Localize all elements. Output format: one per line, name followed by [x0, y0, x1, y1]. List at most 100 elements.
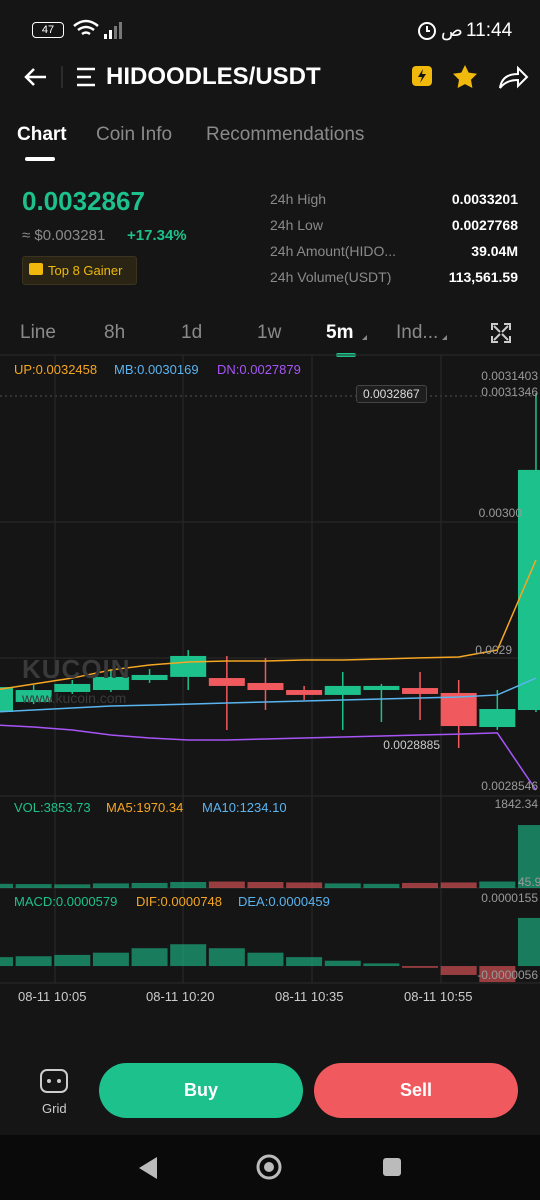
candle-body: [208, 678, 245, 686]
x-label: 08-11 10:35: [275, 989, 344, 1004]
macd-bar: [131, 948, 168, 967]
macd-bar: [208, 948, 245, 967]
macd-bar: [15, 956, 52, 967]
battery: 47: [32, 22, 64, 38]
volume-bar: [15, 884, 52, 888]
sell-button[interactable]: Sell: [314, 1063, 518, 1118]
band-line: [0, 559, 537, 690]
candle-body: [479, 709, 516, 728]
current-price-tag: 0.0032867: [356, 385, 427, 403]
volume-bar: [208, 881, 245, 888]
macd-bar: [0, 957, 13, 967]
macd-bar: [363, 963, 400, 967]
macd-bar: [286, 957, 323, 967]
volume-bar: [131, 882, 168, 888]
indicator: MB:0.0030169: [114, 362, 199, 377]
low-label: 0.0028885: [383, 738, 440, 752]
volume-low: 45.92: [517, 875, 540, 889]
band-line: [0, 724, 537, 791]
pair-title: HIDOODLES/USDT: [106, 63, 321, 90]
indicator: DIF:0.0000748: [136, 894, 223, 909]
tab[interactable]: Chart: [17, 124, 67, 145]
price-label: 0.00300: [478, 506, 522, 520]
candle-body: [363, 685, 400, 691]
grid-label: Grid: [42, 1101, 67, 1116]
candle-body: [247, 682, 284, 691]
badge[interactable]: Top 8 Gainer: [22, 256, 137, 285]
volume-bar: [92, 883, 129, 888]
indicator: VOL:3853.73: [14, 800, 91, 815]
watermark: KUCOIN: [22, 654, 131, 684]
candle-body: [92, 676, 129, 691]
tab-indicator: [25, 157, 55, 161]
tab[interactable]: Recommendations: [206, 124, 365, 145]
candle-body: [54, 683, 91, 692]
indicator: MA5:1970.34: [106, 800, 184, 815]
fiat-price: ≈ $0.003281: [22, 227, 106, 244]
candle-body: [324, 685, 361, 695]
indicator: MACD:0.0000579: [14, 894, 118, 909]
volume-bar: [286, 882, 323, 888]
volume-max: 1842.34: [494, 797, 538, 811]
timeframe[interactable]: 1w: [257, 322, 282, 343]
price-label: 0.0028546: [481, 779, 538, 793]
macd-bar: [324, 960, 361, 967]
stat-value: 0.0027768: [451, 217, 518, 233]
macd-bar: [170, 944, 207, 967]
x-label: 08-11 10:05: [18, 989, 87, 1004]
volume-bar: [0, 883, 13, 888]
volume-bar: [324, 883, 361, 888]
candle-body: [402, 688, 439, 694]
macd-max: 0.0000155: [481, 891, 538, 905]
volume-bar: [170, 882, 207, 888]
clock: 11:44: [466, 20, 513, 41]
candle-body: [0, 687, 13, 712]
timeframe[interactable]: 1d: [181, 322, 203, 343]
macd-bar: [479, 966, 516, 983]
timeframe[interactable]: Ind...: [396, 322, 439, 343]
last-price: 0.0032867: [22, 186, 145, 216]
macd-bar: [402, 966, 439, 968]
volume-bar: [363, 883, 400, 888]
macd-bar: [92, 952, 129, 967]
candle-body: [15, 690, 52, 702]
macd-bar: [440, 966, 477, 975]
candle-body: [517, 469, 540, 710]
price-label: 0.0029: [475, 643, 512, 657]
stat-label: 24h Volume(USDT): [270, 269, 392, 285]
macd-bar: [517, 917, 540, 967]
candle-body: [440, 692, 477, 727]
volume-bar: [247, 882, 284, 888]
indicator: DN:0.0027879: [217, 362, 301, 377]
locale: ص: [441, 20, 463, 40]
volume-bar: [517, 825, 540, 888]
candle-body: [170, 655, 207, 677]
timeframe[interactable]: 8h: [104, 322, 126, 343]
candle-body: [131, 674, 168, 681]
price-change: +17.34%: [127, 227, 187, 244]
indicator: MA10:1234.10: [202, 800, 287, 815]
stat-value: 113,561.59: [448, 269, 518, 285]
timeframe[interactable]: 5m: [326, 322, 354, 343]
macd-min: -0.0000056: [477, 968, 538, 982]
macd-bar: [54, 954, 91, 967]
stat-label: 24h High: [270, 191, 327, 207]
volume-bar: [440, 882, 477, 888]
x-label: 08-11 10:20: [146, 989, 215, 1004]
timeframe[interactable]: Line: [20, 322, 56, 343]
stat-value: 39.04M: [471, 243, 518, 259]
volume-bar: [54, 884, 91, 888]
watermark: www.kucoin.com: [22, 690, 127, 706]
x-label: 08-11 10:55: [404, 989, 473, 1004]
stat-label: 24h Amount(HIDO...: [270, 243, 397, 259]
indicator: DEA:0.0000459: [238, 894, 330, 909]
candle-body: [286, 690, 323, 695]
stat-value: 0.0033201: [451, 191, 518, 207]
tab[interactable]: Coin Info: [96, 124, 173, 145]
macd-bar: [247, 952, 284, 967]
stat-label: 24h Low: [270, 217, 323, 233]
buy-button[interactable]: Buy: [99, 1063, 303, 1118]
volume-bar: [479, 881, 516, 888]
